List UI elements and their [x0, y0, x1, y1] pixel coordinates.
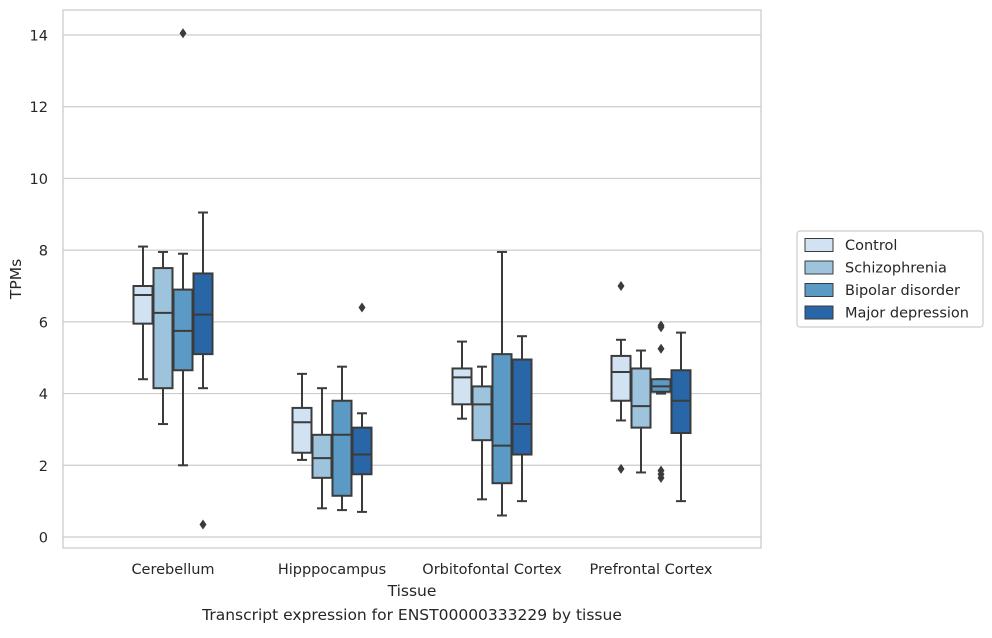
box-bipolar-disorder	[172, 28, 194, 467]
box-control	[291, 372, 313, 461]
legend-label: Bipolar disorder	[845, 283, 960, 299]
x-tick-label: Orbitofontal Cortex	[422, 562, 562, 578]
tick-labels: 0 2 4 6 8 10 12 14 Cerebellum Hipppocampus Orbitof…	[30, 29, 713, 579]
outlier-point	[358, 302, 366, 313]
x-tick-label: Hipppocampus	[278, 562, 386, 578]
box-iqr	[291, 406, 313, 454]
box-bipolar-disorder	[331, 365, 353, 512]
box-control	[451, 340, 473, 420]
box-iqr	[152, 267, 174, 390]
box-major-depression	[670, 331, 692, 503]
box-major-depression	[192, 211, 214, 530]
box-control	[132, 245, 154, 381]
y-tick-label: 0	[39, 531, 48, 547]
y-tick-label: 10	[30, 172, 48, 188]
box-iqr	[491, 353, 513, 485]
outlier-point	[657, 472, 665, 483]
plot-frame	[62, 9, 762, 549]
box-iqr	[451, 367, 473, 406]
box-iqr	[331, 399, 353, 497]
y-tick-label: 2	[39, 459, 48, 475]
chart-caption: Transcript expression for ENST0000033322…	[202, 606, 622, 624]
legend: Control Schizophrenia Bipolar disorder Majo…	[796, 230, 984, 328]
box-iqr	[511, 358, 533, 456]
box-schizophrenia	[471, 365, 493, 501]
outlier-point	[179, 28, 187, 39]
y-tick-label: 14	[30, 29, 48, 45]
y-tick-label: 8	[39, 244, 48, 260]
outlier-point	[657, 322, 665, 333]
box-schizophrenia	[311, 387, 333, 510]
box-iqr	[311, 433, 333, 479]
x-axis-label: Tissue	[387, 582, 437, 600]
outlier-point	[657, 343, 665, 354]
box-iqr	[351, 426, 373, 476]
y-tick-label: 6	[39, 315, 48, 331]
y-tick-label: 4	[39, 387, 48, 403]
legend-label: Schizophrenia	[845, 261, 947, 277]
legend-label: Control	[845, 238, 897, 254]
boxes	[132, 28, 692, 530]
y-tick-label: 12	[30, 100, 48, 116]
box-iqr	[132, 285, 154, 325]
box-control	[610, 281, 632, 474]
legend-frame	[796, 230, 984, 328]
box-schizophrenia	[630, 349, 652, 474]
x-tick-label: Cerebellum	[131, 562, 214, 578]
legend-swatch	[804, 260, 834, 275]
outlier-point	[199, 519, 207, 530]
box-iqr	[630, 367, 652, 429]
legend-swatch	[804, 305, 834, 320]
legend-swatch	[804, 283, 834, 297]
y-axis-label: TPMs	[7, 259, 25, 300]
x-tick-label: Prefrontal Cortex	[590, 562, 713, 578]
outlier-point	[617, 281, 625, 291]
box-bipolar-disorder	[491, 250, 513, 517]
box-bipolar-disorder	[650, 320, 672, 483]
box-iqr	[610, 354, 632, 402]
box-iqr	[471, 385, 493, 442]
box-major-depression	[511, 335, 533, 503]
legend-swatch	[804, 238, 834, 252]
legend-label: Major depression	[845, 306, 969, 322]
outlier-point	[617, 463, 625, 474]
box-major-depression	[351, 302, 373, 513]
box-schizophrenia	[152, 250, 174, 426]
